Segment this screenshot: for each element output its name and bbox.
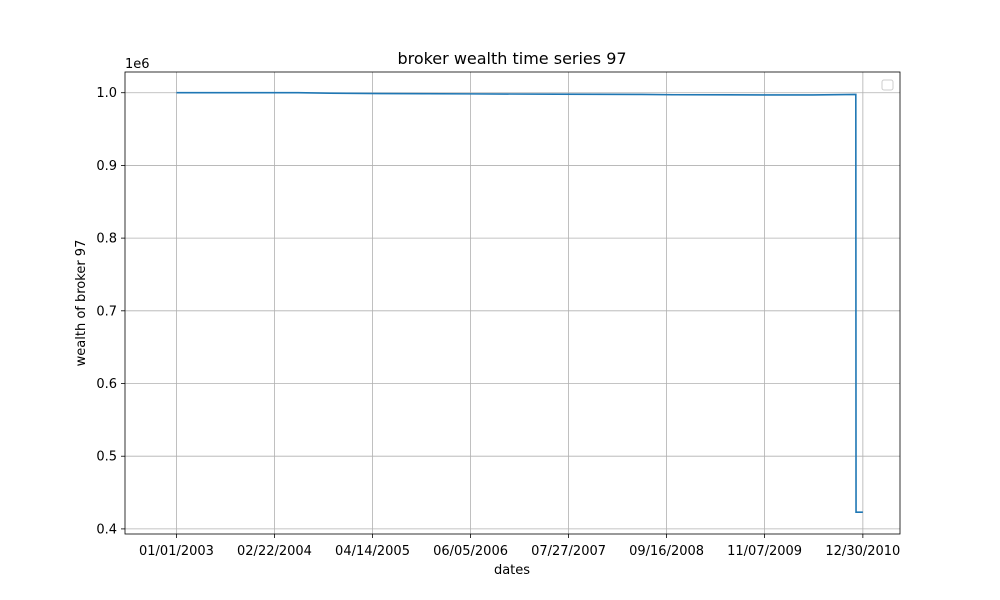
- x-tick-label: 01/01/2003: [139, 544, 214, 559]
- x-tick-label: 02/22/2004: [237, 544, 312, 559]
- y-axis: 0.4 0.5 0.6 0.7 0.8 0.9 1.0: [96, 86, 125, 537]
- grid: [125, 72, 900, 534]
- plot-frame: [124, 71, 901, 535]
- legend-box: [881, 79, 894, 91]
- x-axis-label: dates: [494, 563, 530, 578]
- series-line-layer: [176, 91, 863, 513]
- y-tick-label: 0.4: [96, 522, 117, 537]
- y-tick-label: 0.9: [96, 159, 117, 174]
- x-tick-label: 07/27/2007: [531, 544, 606, 559]
- y-offset-text: 1e6: [125, 57, 150, 72]
- x-tick-label: 04/14/2005: [335, 544, 410, 559]
- y-tick-label: 1.0: [96, 86, 117, 101]
- x-tick-label: 11/07/2009: [727, 544, 802, 559]
- chart-title: broker wealth time series 97: [397, 49, 626, 68]
- y-axis-label: wealth of broker 97: [74, 240, 89, 367]
- x-tick-label: 12/30/2010: [825, 544, 900, 559]
- y-tick-label: 0.7: [96, 304, 117, 319]
- x-axis: 01/01/2003 02/22/2004 04/14/2005 06/05/2006…: [139, 534, 900, 559]
- x-tick-label: 06/05/2006: [433, 544, 508, 559]
- y-tick-label: 0.6: [96, 377, 117, 392]
- y-tick-label: 0.8: [96, 232, 117, 247]
- series-line: [176, 91, 863, 513]
- y-tick-label: 0.5: [96, 450, 117, 465]
- x-tick-label: 09/16/2008: [629, 544, 704, 559]
